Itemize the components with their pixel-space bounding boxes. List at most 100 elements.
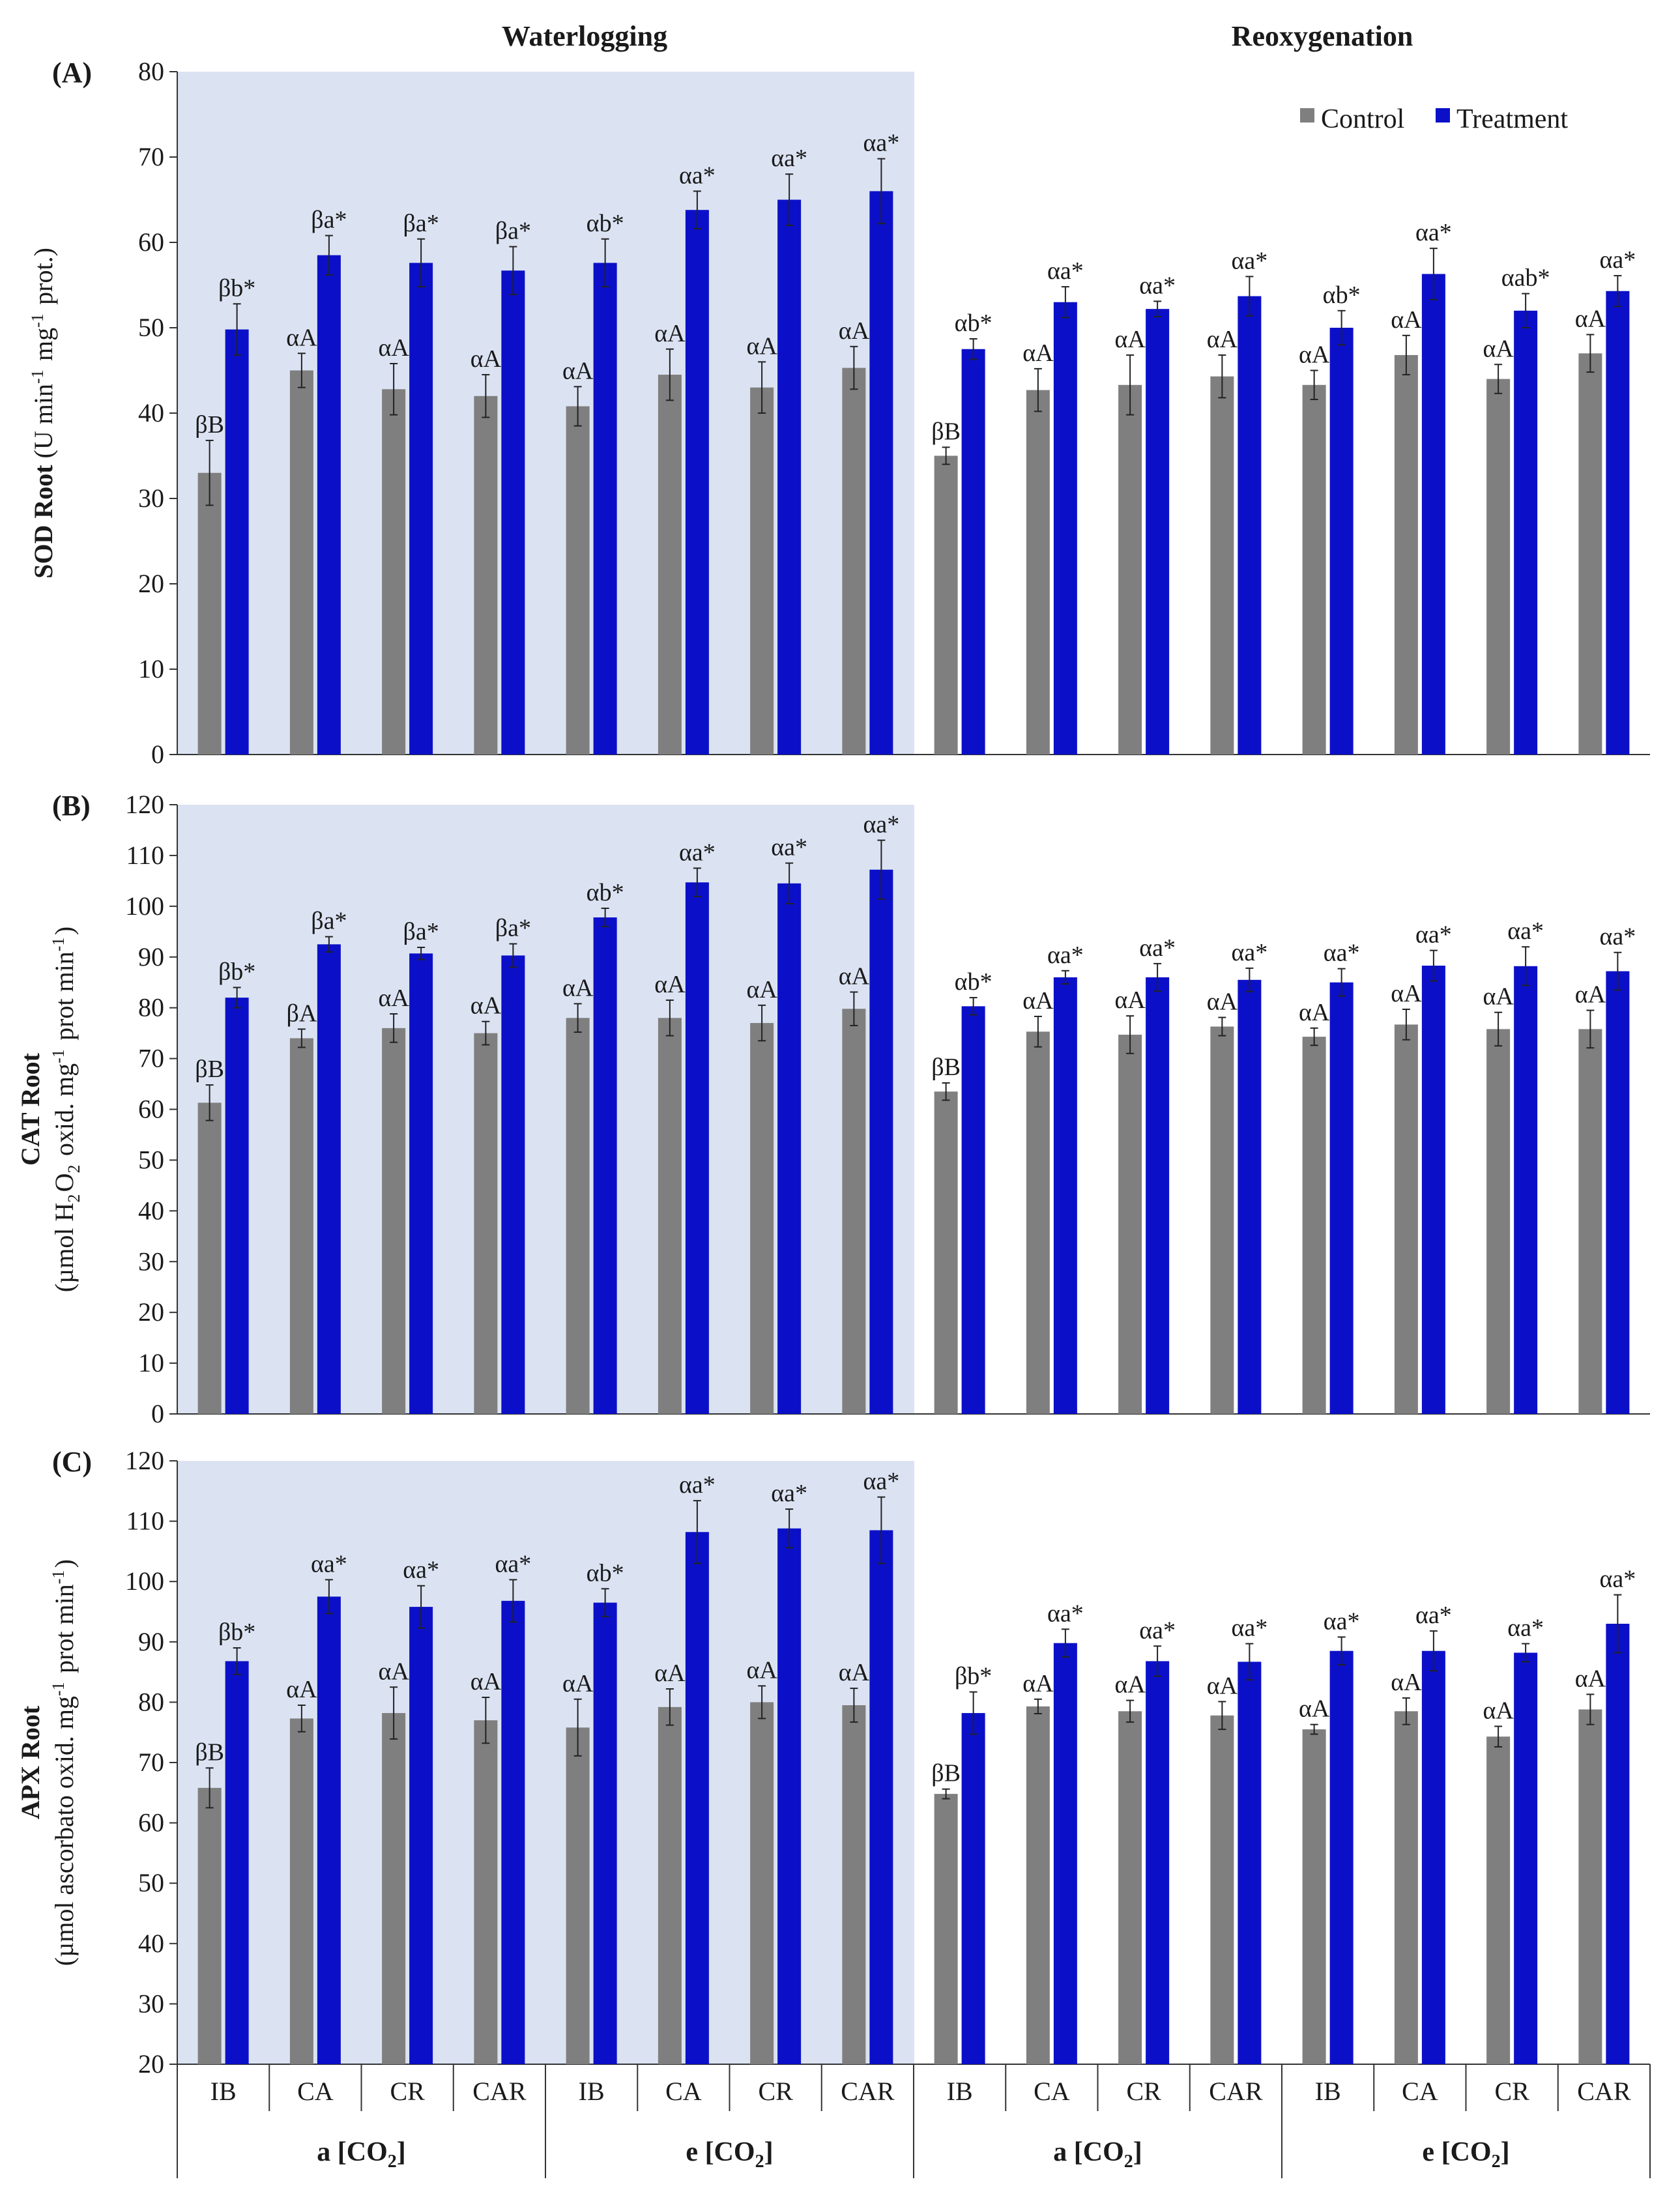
control-significance-label: αA [746,332,777,360]
control-significance-label: αA [1022,1670,1054,1697]
control-bar [382,389,406,755]
control-significance-label: αA [839,317,870,345]
y-tick-label: 80 [138,1687,164,1716]
panel-label: (C) [52,1446,92,1478]
category-label: CA [665,2077,702,2106]
treatment-significance-label: αa* [1231,939,1267,966]
legend-control-swatch [1300,108,1314,122]
control-significance-label: αA [1299,341,1330,369]
control-bar [1118,384,1142,755]
control-significance-label: αA [654,971,686,998]
control-significance-label: αA [1483,1697,1514,1724]
treatment-bar [1514,310,1538,755]
treatment-significance-label: αa* [1324,1607,1360,1635]
control-significance-label: αA [654,1660,686,1687]
treatment-significance-label: αb* [955,310,992,337]
treatment-bar [1606,971,1630,1414]
control-bar [1302,1729,1326,2064]
treatment-bar [1606,291,1630,755]
control-significance-label: αA [1299,1695,1330,1723]
co2-group-label: e [CO2] [686,2137,773,2172]
panel-label: (B) [52,790,91,822]
control-bar [1578,1029,1602,1414]
y-tick-label: 40 [138,1196,164,1225]
treatment-bar [685,1532,709,2064]
treatment-significance-label: βa* [311,207,347,234]
treatment-bar [501,1600,525,2064]
control-significance-label: βB [195,1738,224,1766]
treatment-bar [1053,977,1077,1414]
control-bar [1210,1026,1234,1414]
treatment-significance-label: αa* [1599,923,1636,951]
category-label: CR [1126,2077,1161,2106]
control-significance-label: αA [1114,1671,1146,1699]
control-significance-label: αA [1299,999,1330,1026]
treatment-significance-label: αab* [1501,265,1550,292]
y-tick-label: 100 [125,891,164,921]
y-axis-subtitle: (µmol ascorbato oxid. mg-1 prot min-1 ) [49,1559,79,1966]
y-tick-label: 60 [138,227,164,257]
treatment-significance-label: βb* [955,1663,992,1690]
control-significance-label: αA [654,320,686,347]
treatment-significance-label: αa* [1231,247,1267,274]
treatment-bar [1606,1624,1630,2064]
y-tick-label: 80 [138,57,164,86]
control-bar [1210,1715,1234,2064]
control-bar [1578,1709,1602,2064]
treatment-bar [593,263,617,755]
y-tick-label: 120 [125,1446,164,1475]
control-bar [566,1018,590,1414]
treatment-significance-label: αa* [863,130,899,157]
control-bar [474,1720,498,2064]
treatment-significance-label: αa* [403,1557,439,1584]
control-significance-label: αA [1391,980,1422,1007]
treatment-significance-label: αa* [1231,1615,1267,1642]
treatment-bar [225,329,249,755]
control-bar [842,367,866,755]
control-significance-label: αA [1114,986,1146,1014]
treatment-significance-label: αa* [771,834,807,861]
category-label: CA [1402,2077,1438,2106]
control-significance-label: αA [471,1668,502,1695]
category-label: CR [1494,2077,1529,2106]
treatment-significance-label: αa* [679,162,716,189]
control-significance-label: αA [1022,987,1054,1015]
panel-b: 0 10 20 30 40 50 60 70 80 90 100 110 120 (B) CAT Root(… [16,790,1650,1428]
control-bar [1118,1034,1142,1414]
category-label: CA [297,2077,334,2106]
control-significance-label: αA [1575,1665,1606,1692]
treatment-bar [593,917,617,1414]
y-tick-label: 80 [138,993,164,1022]
control-bar [566,1727,590,2064]
control-significance-label: αA [839,1659,870,1686]
treatment-significance-label: αa* [1599,1566,1636,1593]
control-bar [1026,1706,1050,2064]
treatment-significance-label: αa* [495,1550,531,1577]
control-bar [658,1706,682,2064]
control-significance-label: αA [471,992,502,1020]
control-bar [197,1102,222,1414]
category-label: CAR [1577,2077,1631,2106]
control-bar [1394,1024,1418,1414]
treatment-bar [409,953,433,1414]
y-tick-label: 20 [138,2049,164,2079]
control-significance-label: αA [1207,988,1238,1015]
treatment-significance-label: αa* [863,811,899,839]
control-significance-label: αA [839,963,870,990]
control-bar [1026,390,1050,755]
control-bar [1026,1031,1050,1414]
treatment-bar [1329,982,1354,1414]
control-bar [842,1705,866,2064]
treatment-significance-label: αb* [587,210,624,237]
control-bar [1486,379,1511,755]
control-bar [658,1018,682,1414]
treatment-significance-label: αa* [1415,921,1452,949]
treatment-significance-label: αb* [587,1559,624,1587]
panel-c: 20 30 40 50 60 70 80 90 100 110 120 (C) APX Root (µmo… [16,1446,1650,2079]
control-significance-label: αA [471,345,502,373]
control-bar [1210,376,1234,755]
y-tick-label: 20 [138,1297,164,1327]
control-bar [750,387,774,755]
treatment-significance-label: αb* [955,968,992,996]
treatment-bar [501,270,525,755]
